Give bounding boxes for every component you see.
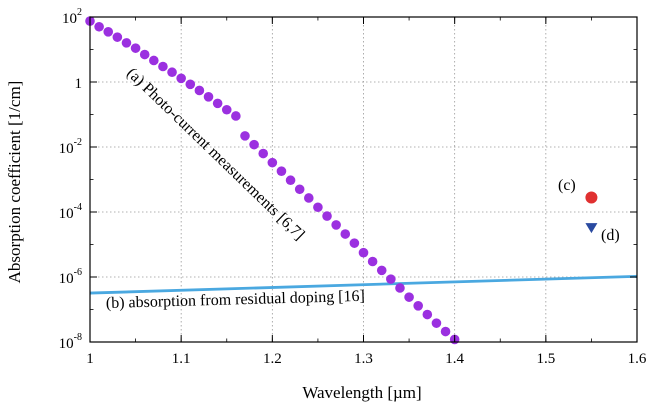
series-a-point <box>285 175 296 186</box>
series-a-point <box>194 85 205 96</box>
series-a-point <box>158 61 168 72</box>
x-tick-label: 1 <box>86 351 94 367</box>
series-cd-points <box>585 191 598 234</box>
tick-marks <box>89 16 638 343</box>
y-tick-label: 102 <box>62 7 82 27</box>
y-tick-label: 10-4 <box>59 202 82 222</box>
annotation-d: (d) <box>601 227 620 244</box>
y-tick-label: 10-8 <box>59 332 82 352</box>
series-a-point <box>258 148 269 159</box>
series-a-point <box>103 27 114 37</box>
x-tick-label: 1.2 <box>263 351 282 367</box>
x-tick-labels: 1 1.1 1.2 1.3 1.4 1.5 1.6 <box>86 351 647 367</box>
series-d-point <box>585 223 598 234</box>
series-a-point <box>358 247 369 258</box>
y-tick-label: 10-6 <box>59 267 82 287</box>
x-tick-label: 1.1 <box>172 351 191 367</box>
series-a-point <box>231 111 241 121</box>
y-tick-label: 1 <box>75 76 83 92</box>
series-b-line <box>89 274 638 295</box>
series-a-point <box>221 104 232 115</box>
x-axis-label: Wavelength [µm] <box>302 383 421 402</box>
series-a-point <box>304 193 314 203</box>
series-a-point <box>422 309 433 320</box>
series-a-point <box>94 21 104 32</box>
series-a-point <box>176 73 186 84</box>
y-tick-labels: 10-8 10-6 10-4 10-2 1 102 <box>59 7 82 352</box>
series-a-point <box>276 166 287 177</box>
series-a-point <box>121 38 132 48</box>
series-a-point <box>386 274 396 284</box>
series-a-point <box>340 229 351 239</box>
series-a-point <box>112 32 123 42</box>
x-tick-label: 1.3 <box>354 351 373 367</box>
x-tick-label: 1.6 <box>628 351 647 367</box>
series-a-point <box>349 238 360 248</box>
series-a-point <box>149 55 159 66</box>
x-tick-label: 1.5 <box>536 351 555 367</box>
series-a-point <box>322 211 332 221</box>
series-a-point <box>212 98 223 109</box>
series-a-point <box>331 220 341 230</box>
series-a-points <box>85 16 460 345</box>
series-a-point <box>203 92 214 102</box>
grid-lines <box>90 17 637 342</box>
series-a-point <box>404 292 414 302</box>
series-a-point <box>185 79 196 90</box>
series-a-point <box>294 184 305 195</box>
series-a-point <box>395 283 405 293</box>
series-a-point <box>130 43 141 53</box>
series-a-point <box>367 256 378 267</box>
series-a-point <box>431 318 442 328</box>
series-a-point <box>249 139 259 150</box>
series-a-point <box>313 202 323 213</box>
series-a-point <box>139 49 150 60</box>
series-c-point <box>585 191 598 204</box>
series-a-point <box>376 265 387 276</box>
series-a-point <box>267 157 278 168</box>
annotation-c: (c) <box>558 177 576 194</box>
series-a-point <box>413 300 424 311</box>
x-tick-label: 1.4 <box>445 351 464 367</box>
series-a-point <box>240 131 250 141</box>
series-b-line-segment <box>89 274 638 295</box>
y-tick-label: 10-2 <box>59 137 82 157</box>
series-a-point <box>440 326 451 337</box>
series-a-point <box>167 67 177 78</box>
y-axis-label: Absorption coefficient [1/cm] <box>5 81 24 284</box>
annotation-a: (a) Photo-current measurements [6,7] <box>123 65 307 244</box>
